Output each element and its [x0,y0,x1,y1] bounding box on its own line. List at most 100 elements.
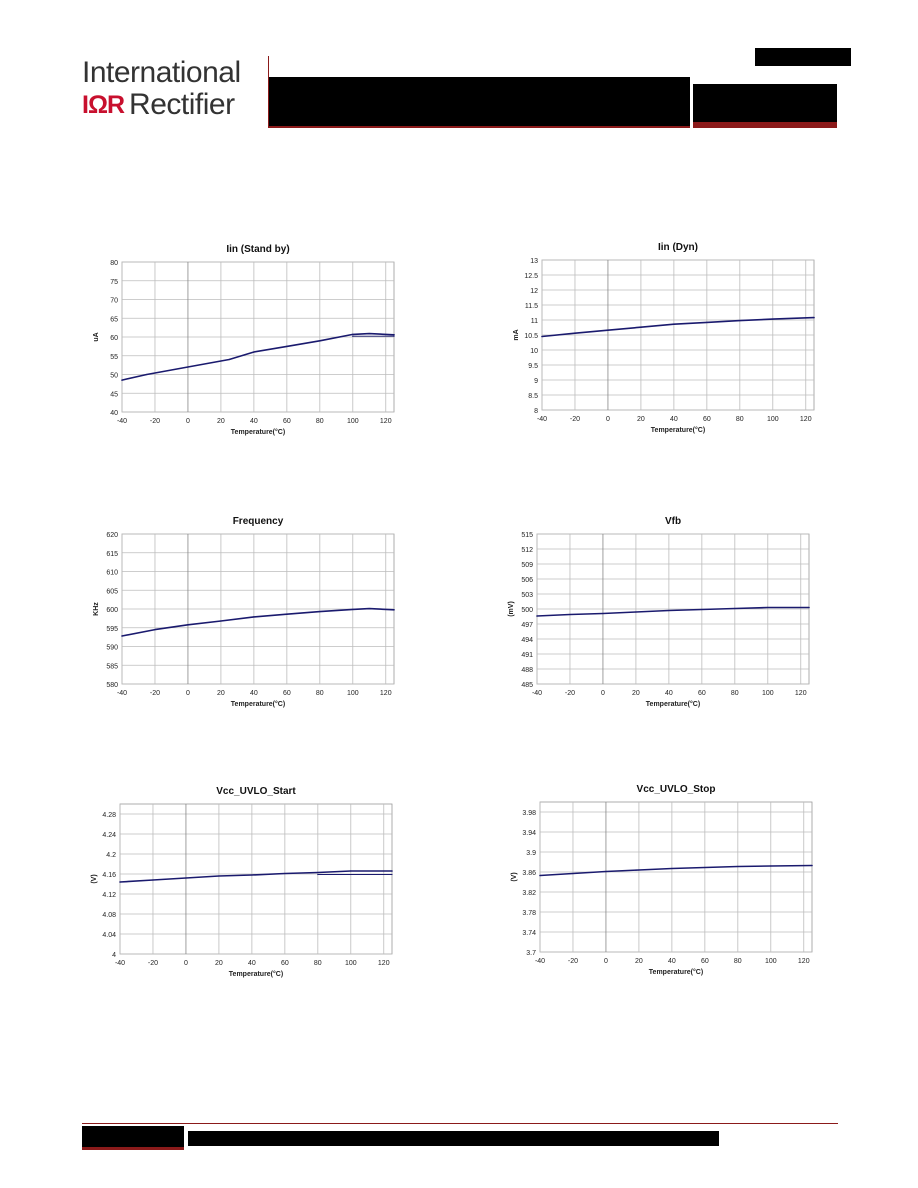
data-point [813,317,815,319]
y-tick-label: 4.12 [102,892,116,899]
header-corner-block [755,48,851,66]
data-point [286,613,288,615]
x-tick-label: -20 [148,960,158,967]
y-tick-label: 590 [106,645,118,652]
y-axis-label: KHz [93,602,100,616]
x-tick-label: 20 [632,690,640,697]
y-tick-label: 580 [106,682,118,689]
data-point [671,867,673,870]
data-point [574,332,576,334]
y-tick-label: 595 [106,626,118,633]
y-tick-label: 3.74 [522,930,536,937]
y-tick-label: 10 [530,348,538,355]
chart-title: Vcc_UVLO_Stop [637,784,716,795]
x-tick-label: 0 [186,418,190,425]
chart-vcc-uvlo-stop-svg: 3.7 3.74 3.78 3.82 3.86 3.9 3.94 3.98 -40 -20 0 20 4… [511,784,813,976]
x-tick-label: 80 [316,690,324,697]
data-point [317,873,319,876]
data-point [607,329,609,331]
y-tick-label: 12.5 [524,273,538,280]
data-point [737,865,739,868]
y-tick-label: 12 [530,288,538,295]
data-point [393,609,395,611]
x-tick-label: 40 [248,960,256,967]
y-tick-label: 4 [112,952,116,959]
y-tick-label: 3.98 [522,810,536,817]
x-tick-label: -40 [115,960,125,967]
data-point [536,615,538,617]
data-point [319,340,321,342]
chart-iin-dyn-svg: 8 8.5 9 9.5 10 10.5 11 11.5 12 12.5 13 -40 -20 0 20 40 6… [513,242,815,434]
x-tick-label: -20 [568,958,578,965]
y-tick-label: 50 [110,373,118,380]
x-tick-label: 60 [698,690,706,697]
x-tick-label: -20 [150,418,160,425]
y-tick-label: 485 [521,682,533,689]
x-tick-label: 120 [798,958,810,965]
data-point [767,606,769,609]
x-axis-label: Temperature(°C) [651,426,705,434]
chart-iin-dyn: 8 8.5 9 9.5 10 10.5 11 11.5 12 12.5 13 -40 -20 0 20 40 6… [510,232,830,447]
y-tick-label: 80 [110,260,118,267]
chart-vcc-uvlo-start-svg: 4 4.04 4.08 4.12 4.16 4.2 4.24 4.28 -40 -20 0 20 40 6… [91,786,393,978]
footer-page-block-underline [82,1147,184,1150]
y-tick-label: 3.94 [522,830,536,837]
data-point [187,366,189,368]
y-axis-label: uA [93,332,100,341]
header-title-bar [269,77,690,127]
y-tick-label: 600 [106,607,118,614]
y-tick-label: 4.04 [102,932,116,939]
x-tick-label: 60 [281,960,289,967]
x-tick-label: 0 [184,960,188,967]
x-tick-label: 60 [283,418,291,425]
y-tick-label: 4.08 [102,912,116,919]
data-point [539,874,541,877]
data-point [734,607,736,610]
data-point [228,358,230,361]
y-tick-label: 512 [521,547,533,554]
x-tick-label: -40 [117,690,127,697]
x-tick-label: -40 [535,958,545,965]
x-tick-label: 100 [765,958,777,965]
x-tick-label: 120 [800,416,812,423]
data-point [638,869,640,871]
chart-title: Vcc_UVLO_Start [216,786,296,797]
data-point [152,879,154,881]
x-tick-label: 80 [736,416,744,423]
data-point [770,865,772,867]
header-part-number-bar [693,84,837,122]
x-tick-label: 100 [767,416,779,423]
x-tick-label: 40 [250,418,258,425]
chart-vcc-uvlo-start: 4 4.04 4.08 4.12 4.16 4.2 4.24 4.28 -40 -20 0 20 40 6… [88,776,408,991]
y-tick-label: 615 [106,551,118,558]
x-tick-label: 40 [665,690,673,697]
y-tick-label: 3.82 [522,890,536,897]
chart-title: Iin (Stand by) [226,244,289,255]
chart-frequency: 580 585 590 595 600 605 610 615 620 -40 -20 0 20 40 60… [90,506,410,721]
chart-title: Iin (Dyn) [658,242,698,253]
y-tick-label: 13 [530,258,538,265]
x-tick-label: 80 [734,958,742,965]
x-tick-label: 100 [345,960,357,967]
data-point [185,877,187,879]
data-point [352,335,354,337]
data-point [393,335,395,337]
x-tick-label: -20 [150,690,160,697]
chart-vcc-uvlo-stop: 3.7 3.74 3.78 3.82 3.86 3.9 3.94 3.98 -40 -20 0 20 4… [508,774,828,989]
x-axis-label: Temperature(°C) [231,700,285,708]
y-tick-label: 8.5 [528,393,538,400]
x-tick-label: -20 [570,416,580,423]
data-point [317,871,319,874]
data-point [253,616,255,618]
data-point [541,335,543,338]
y-tick-label: 3.7 [526,950,536,957]
company-logo: International IΩR Rectifier [82,56,257,122]
y-tick-label: 620 [106,532,118,539]
y-tick-label: 585 [106,663,118,670]
y-tick-label: 4.28 [102,812,116,819]
x-tick-label: 20 [637,416,645,423]
x-tick-label: -40 [532,690,542,697]
y-tick-label: 10.5 [524,333,538,340]
x-tick-label: 60 [703,416,711,423]
series-line [121,607,395,637]
